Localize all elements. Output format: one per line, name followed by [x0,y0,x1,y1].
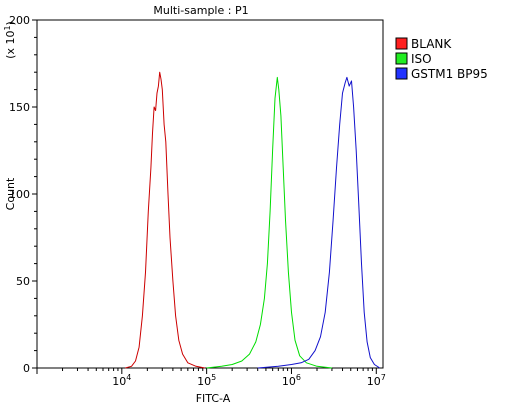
x-axis-ticks [36,368,377,374]
series-line-1 [125,71,205,369]
series-layer [125,71,381,369]
chart-title: Multi-sample : P1 [153,4,248,17]
y-axis-multiplier: (x 101) [3,21,17,59]
y-tick-label: 200 [9,14,30,27]
legend-label: ISO [411,52,432,66]
x-tick-label: 104 [112,373,131,388]
x-tick-exp: 7 [381,373,386,382]
x-tick-base: 10 [197,375,211,388]
y-multiplier-close: ) [4,21,17,25]
x-tick-label: 106 [282,373,301,388]
y-axis-title: Count [4,177,17,210]
legend-swatch [395,37,408,50]
x-axis-title: FITC-A [196,392,231,405]
legend-label: BLANK [411,37,452,51]
y-axis-ticks: 0 50 100 150 200 [9,14,37,375]
x-tick-exp: 6 [296,373,301,382]
y-tick-label: 100 [9,188,30,201]
x-axis-tick-labels: 104 105 106 107 [112,373,386,388]
series-line-3 [257,76,381,369]
y-tick-label: 50 [16,275,30,288]
legend-swatch [395,52,408,65]
x-tick-label: 107 [367,373,386,388]
x-tick-exp: 4 [126,373,131,382]
y-multiplier-exp: 1 [3,25,12,30]
x-tick-exp: 5 [211,373,216,382]
y-tick-label: 0 [23,362,30,375]
x-tick-base: 10 [367,375,381,388]
plot-frame [36,19,384,369]
y-tick-label: 150 [9,101,30,114]
y-multiplier-prefix: (x 10 [4,31,17,59]
x-tick-label: 105 [197,373,216,388]
x-tick-base: 10 [112,375,126,388]
x-tick-base: 10 [282,375,296,388]
legend-swatch [395,67,408,80]
legend-label: GSTM1 BP95 [411,67,488,81]
series-line-2 [206,76,332,369]
